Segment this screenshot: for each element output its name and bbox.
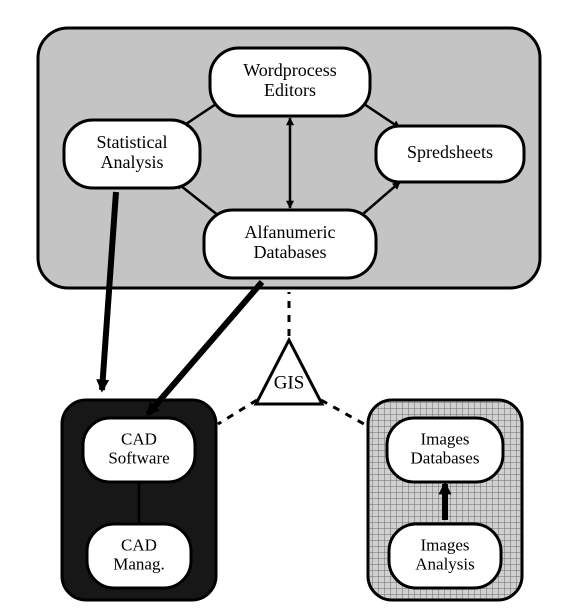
dashed-connector [218, 400, 257, 424]
dashed-connector [321, 400, 364, 424]
node-alfa-label: AlfanumericDatabases [245, 222, 336, 262]
node-imgan-label: ImagesAnalysis [415, 536, 475, 574]
gis-label: GIS [274, 372, 305, 393]
node-spred-label: Spredsheets [407, 142, 493, 162]
single-arrow [148, 282, 262, 414]
node-imgdb-label: ImagesDatabases [411, 430, 480, 468]
node-stat-label: StatisticalAnalysis [97, 132, 168, 172]
